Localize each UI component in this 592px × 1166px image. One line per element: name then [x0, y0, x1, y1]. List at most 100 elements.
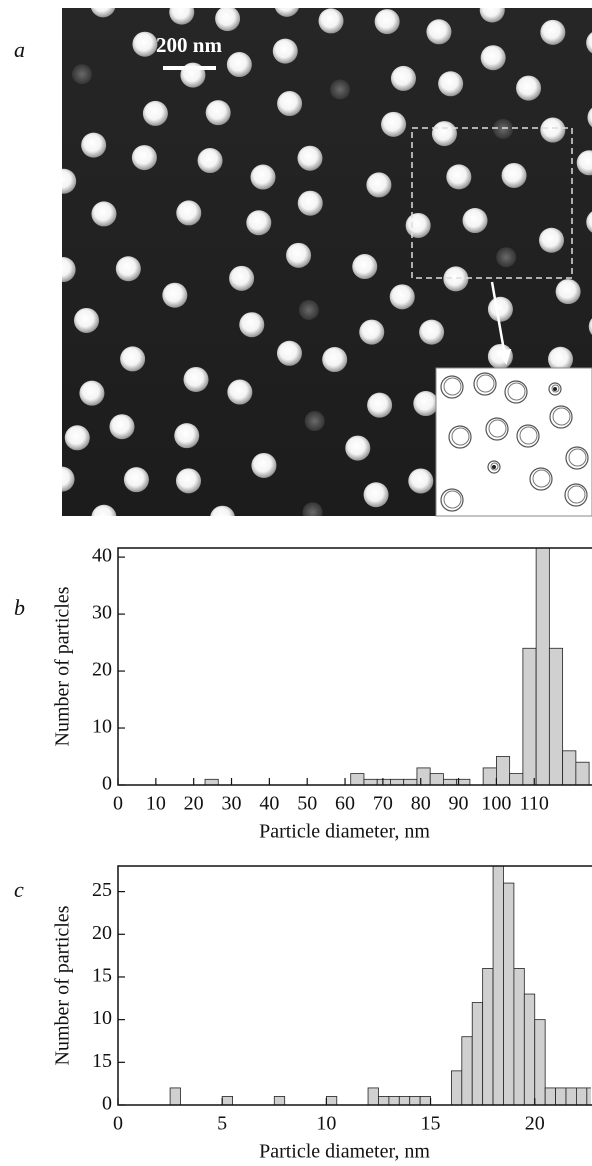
particle — [183, 366, 209, 392]
x-tick-label: 0 — [113, 793, 123, 815]
ring — [551, 384, 560, 393]
bar — [390, 778, 405, 785]
particle — [229, 265, 255, 291]
particle — [548, 346, 574, 372]
bar — [576, 1087, 588, 1105]
particle — [162, 282, 188, 308]
particle — [297, 190, 323, 216]
bar — [482, 767, 497, 785]
particle — [272, 38, 298, 64]
particle — [493, 118, 514, 139]
bar — [523, 993, 536, 1105]
particle — [132, 31, 158, 57]
particle — [109, 414, 135, 440]
ring — [564, 483, 588, 507]
particle — [576, 150, 592, 176]
x-tick-label: 50 — [297, 793, 317, 815]
particle — [419, 319, 445, 345]
particle — [318, 8, 344, 34]
x-tick-label: 90 — [449, 793, 469, 815]
bar — [492, 866, 504, 1105]
panel-label: a — [14, 37, 25, 62]
particle — [501, 162, 527, 188]
particle — [81, 132, 107, 158]
particle — [381, 111, 407, 137]
x-tick-label: 10 — [146, 793, 166, 815]
plot-area — [169, 866, 591, 1105]
bar — [513, 968, 525, 1105]
particle — [131, 145, 157, 171]
bar — [522, 647, 537, 785]
bar — [419, 1096, 431, 1105]
ring — [532, 469, 551, 488]
particle — [408, 468, 434, 494]
y-tick-label: 15 — [92, 965, 112, 987]
bar — [495, 756, 511, 785]
particle — [479, 8, 505, 23]
ring — [516, 424, 540, 448]
bar — [461, 1036, 473, 1105]
bar — [503, 882, 515, 1105]
particle — [226, 52, 252, 78]
y-tick-label: 10 — [92, 1007, 112, 1029]
ring-core — [492, 465, 496, 469]
y-tick-label: 30 — [92, 602, 112, 624]
particle — [462, 208, 488, 234]
ring — [440, 375, 464, 399]
x-tick-label: 5 — [217, 1113, 227, 1135]
particle — [62, 466, 75, 492]
particle — [352, 254, 378, 280]
x-tick-label: 60 — [335, 793, 355, 815]
bar — [416, 767, 431, 785]
particle — [286, 242, 312, 268]
ring — [567, 485, 586, 504]
particle — [587, 107, 592, 128]
x-tick-label: 100 — [481, 793, 511, 815]
y-tick-label: 0 — [102, 1093, 112, 1115]
particle — [251, 452, 277, 478]
particle — [274, 8, 299, 17]
particle — [487, 343, 513, 369]
bar — [388, 1096, 400, 1105]
x-tick-label: 15 — [421, 1113, 441, 1135]
y-tick-label: 0 — [102, 773, 112, 795]
x-tick-label: 10 — [316, 1113, 336, 1135]
particle — [169, 8, 195, 25]
ring — [519, 426, 538, 445]
bar — [544, 1087, 556, 1105]
particle — [480, 45, 506, 71]
particle — [389, 284, 415, 310]
particle — [487, 296, 513, 322]
particle — [345, 435, 371, 461]
ring — [443, 490, 462, 509]
scale-bar-label: 200 nm — [156, 33, 222, 57]
y-axis-label: Number of particles — [52, 905, 74, 1065]
bar — [575, 761, 590, 785]
ring-core — [553, 387, 557, 391]
zoom-arrow — [490, 281, 512, 365]
particle — [302, 502, 323, 516]
particle — [443, 266, 469, 292]
x-tick-label: 20 — [525, 1113, 545, 1135]
bar — [534, 1019, 546, 1105]
particle — [277, 91, 303, 117]
panel-label: c — [14, 877, 24, 902]
y-tick-label: 15 — [92, 1050, 112, 1072]
bar — [471, 1002, 484, 1105]
particle — [496, 247, 517, 268]
bar — [398, 1096, 411, 1105]
particle — [62, 168, 77, 194]
inset — [435, 367, 592, 517]
ring — [488, 419, 507, 438]
bar — [204, 778, 219, 785]
x-axis-label: Particle diameter, nm — [259, 821, 430, 843]
ring — [485, 417, 509, 441]
y-axis-label: Number of particles — [52, 586, 74, 746]
particle — [250, 164, 276, 190]
ring — [549, 405, 573, 429]
particle — [390, 65, 416, 91]
particle — [298, 299, 319, 320]
particle — [330, 79, 351, 100]
bar — [409, 1096, 421, 1105]
